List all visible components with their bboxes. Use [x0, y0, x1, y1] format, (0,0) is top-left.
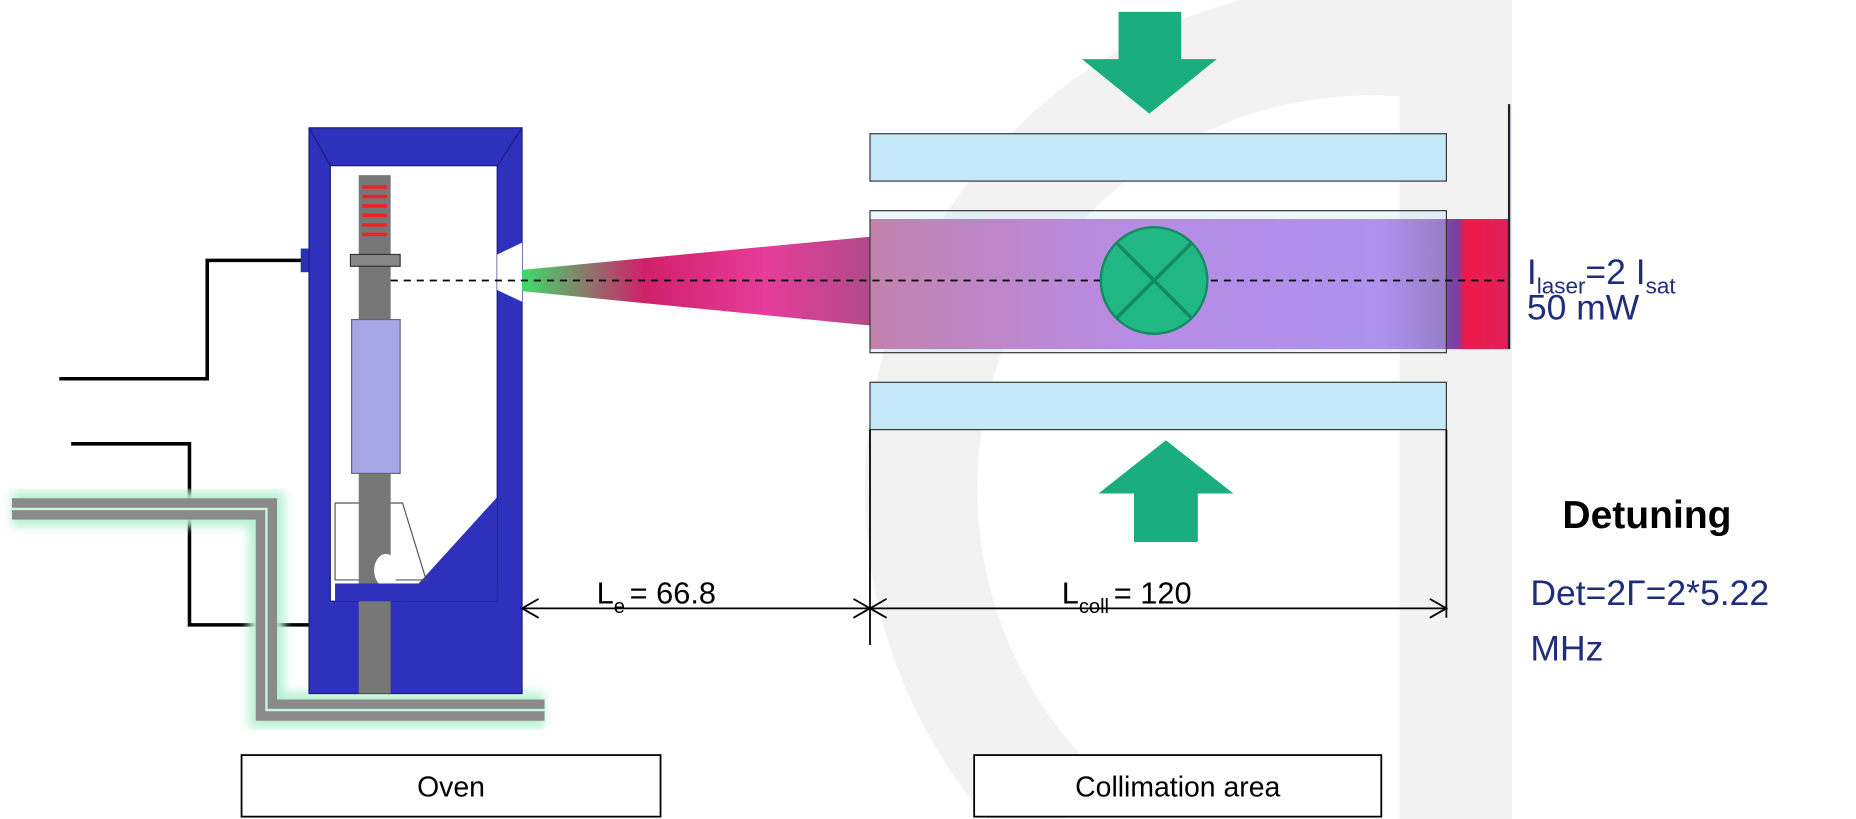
label-box [240, 754, 662, 818]
laser-into-page [1099, 226, 1209, 335]
symbol: I [1527, 252, 1537, 292]
detuning-unit: MHz [1530, 628, 1603, 668]
subscript: laser [1537, 274, 1586, 299]
pipe-highlight [11, 507, 545, 712]
laser-arrow [1081, 11, 1217, 114]
subscript: e [614, 596, 625, 618]
label-box [973, 754, 1383, 818]
subscript: coll [1079, 596, 1109, 618]
connector [300, 248, 313, 273]
value: =2 I [1585, 252, 1645, 292]
value: = 66.8 [630, 576, 716, 611]
wire [59, 258, 311, 381]
laser-intensity: Ilaser=2 Isat [1527, 252, 1677, 298]
symbol: L [597, 576, 614, 611]
detuning-title: Detuning [1562, 494, 1731, 537]
subscript: sat [1646, 274, 1677, 299]
laser-window [869, 133, 1447, 182]
dimension-label: Lcoll = 120 [1062, 576, 1192, 618]
value: = 120 [1114, 576, 1192, 611]
symbol: L [1062, 576, 1079, 611]
laser-power: 50 mW [1527, 288, 1640, 328]
dimension-label: Le = 66.8 [597, 576, 716, 618]
laser-arrow [1098, 440, 1234, 543]
oven-label: Oven [417, 772, 485, 804]
collimation-label: Collimation area [1075, 772, 1280, 804]
laser-window [869, 381, 1447, 431]
dimension-lines [520, 429, 1449, 646]
detuning-value: Det=2Γ=2*5.22 [1530, 573, 1769, 613]
oven [308, 127, 523, 695]
